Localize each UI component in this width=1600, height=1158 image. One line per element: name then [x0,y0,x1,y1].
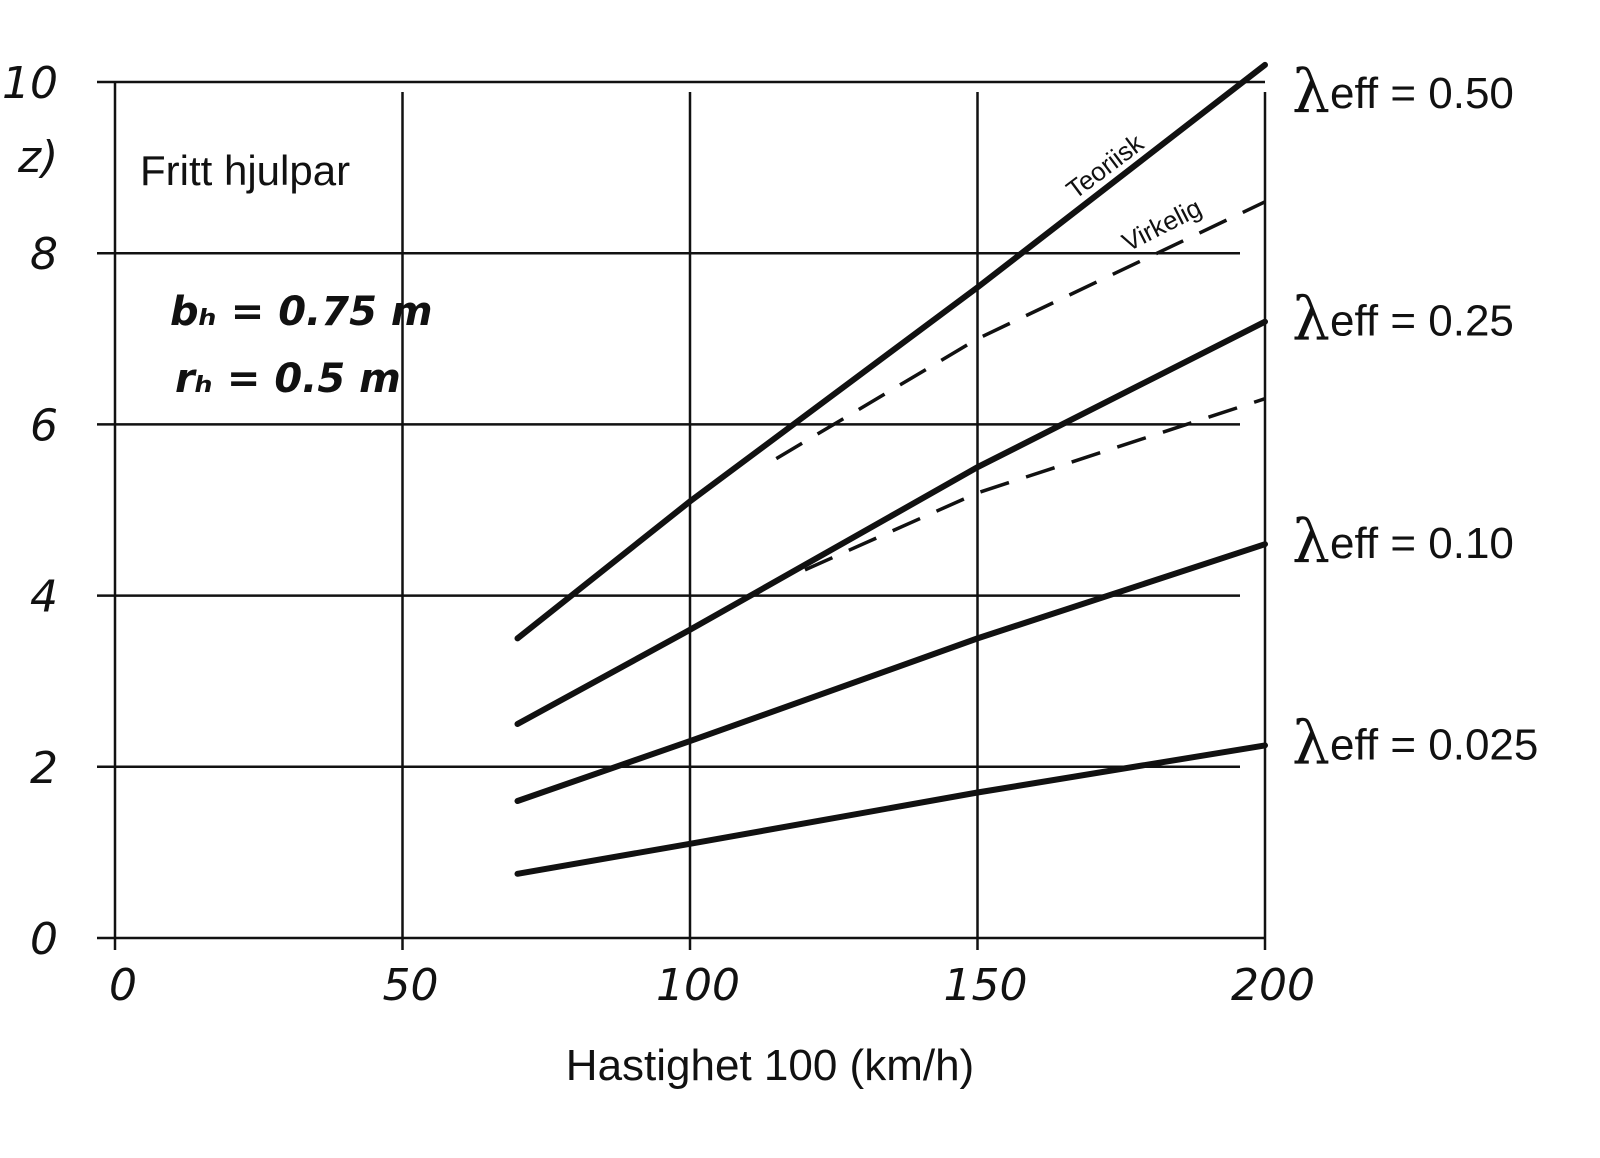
x-tick-label-100: 100 [656,960,740,1011]
series-line-1 [514,318,1268,727]
legend-label-2: eff = 0.10 [1330,519,1514,568]
y-tick-label-6: 6 [30,400,58,451]
y-axis-label: z) [17,132,58,183]
legend-lambda-3: λ [1292,708,1330,778]
series-group [514,61,1268,877]
grid [97,80,1267,950]
y-tick-label-4: 4 [30,572,58,623]
legend-label-3: eff = 0.025 [1330,720,1538,769]
x-tick-label-50: 50 [383,960,439,1011]
y-tick-label-8: 8 [30,229,58,280]
legend-lambda-1: λ [1292,285,1330,355]
series-line-5 [804,397,1266,572]
x-tick-label-150: 150 [944,960,1028,1011]
curve-label-actual: Virkelig [1117,192,1206,257]
param-rh: rₕ = 0.5 m [175,356,401,402]
y-tick-label-0: 0 [30,914,58,965]
legend-lambda-2: λ [1292,507,1330,577]
chart-title: Fritt hjulpar [140,147,350,194]
series-line-2 [514,541,1268,804]
param-bh: bₕ = 0.75 m [170,289,433,335]
x-tick-label-0: 0 [109,960,137,1011]
x-tick-label-200: 200 [1231,960,1315,1011]
x-axis-label: Hastighet 100 (km/h) [566,1041,974,1090]
series-line-3 [514,742,1268,877]
y-tick-label-2: 2 [30,743,58,794]
series-line-0 [514,61,1268,642]
legend-lambda-0: λ [1292,57,1330,127]
legend-label-1: eff = 0.25 [1330,297,1514,346]
legend-label-0: eff = 0.50 [1330,69,1514,118]
y-tick-label-10: 10 [2,58,58,109]
series-line-4 [775,200,1266,461]
